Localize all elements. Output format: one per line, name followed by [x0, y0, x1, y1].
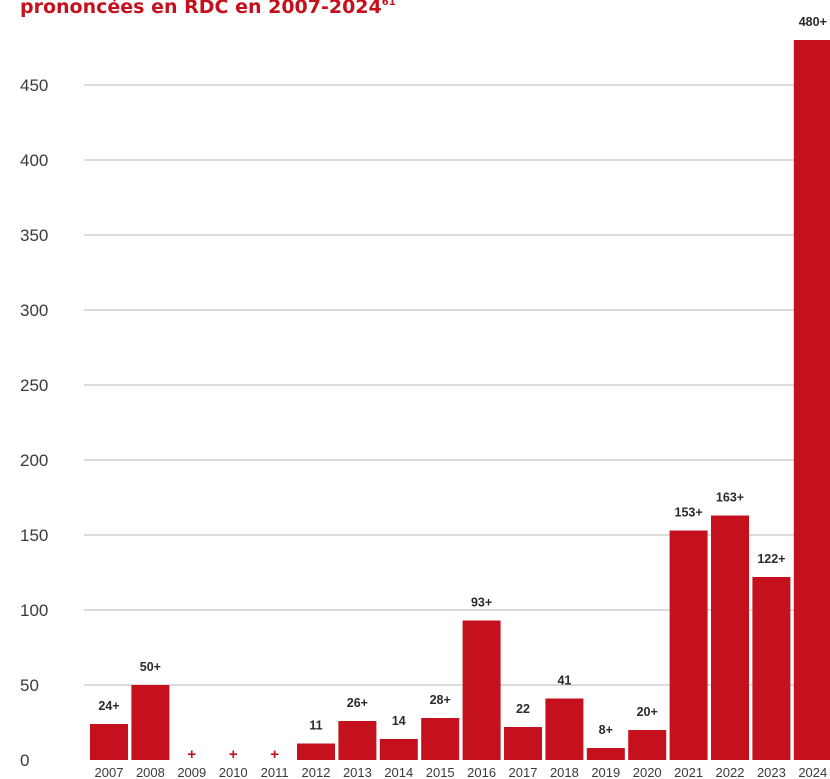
data-label-2016: 93+ — [471, 596, 492, 610]
bars — [90, 40, 830, 760]
bar-2023 — [752, 577, 791, 760]
y-tick-250: 250 — [20, 376, 48, 395]
y-tick-100: 100 — [20, 601, 48, 620]
data-label-2013: 26+ — [347, 696, 368, 710]
y-tick-0: 0 — [20, 751, 29, 770]
y-tick-300: 300 — [20, 301, 48, 320]
x-tick-2021: 2021 — [674, 765, 703, 779]
bar-2024 — [793, 40, 830, 760]
data-label-2022: 163+ — [716, 491, 744, 505]
x-tick-2014: 2014 — [384, 765, 413, 779]
bar-2016 — [462, 620, 501, 760]
bar-2019 — [586, 748, 625, 760]
x-tick-2023: 2023 — [757, 765, 786, 779]
data-label-2017: 22 — [516, 702, 530, 716]
data-label-2010: + — [229, 746, 238, 763]
data-label-2008: 50+ — [140, 660, 161, 674]
gridlines — [84, 84, 830, 686]
x-tick-2017: 2017 — [509, 765, 538, 779]
x-tick-2018: 2018 — [550, 765, 579, 779]
y-tick-450: 450 — [20, 76, 48, 95]
bar-2021 — [669, 530, 708, 760]
x-tick-2024: 2024 — [798, 765, 827, 779]
x-tick-2013: 2013 — [343, 765, 372, 779]
data-label-2019: 8+ — [599, 723, 613, 737]
x-tick-2007: 2007 — [95, 765, 124, 779]
data-label-2021: 153+ — [675, 506, 703, 520]
y-tick-400: 400 — [20, 151, 48, 170]
x-axis-ticks: 2007 2008 2009 2010 2011 2012 2013 2014 2015 2016… — [95, 765, 828, 779]
bar-2020 — [628, 730, 667, 760]
x-tick-2010: 2010 — [219, 765, 248, 779]
data-label-2024: 480+ — [799, 15, 827, 29]
data-label-2018: 41 — [557, 674, 571, 688]
bar-2015 — [421, 718, 460, 760]
title-footnote: 61 — [381, 0, 396, 8]
y-tick-150: 150 — [20, 526, 48, 545]
y-tick-50: 50 — [20, 676, 39, 695]
x-tick-2009: 2009 — [177, 765, 206, 779]
x-tick-2016: 2016 — [467, 765, 496, 779]
data-label-2009: + — [187, 746, 196, 763]
bar-2007 — [90, 724, 128, 760]
x-tick-2008: 2008 — [136, 765, 165, 779]
chart-title: prononcées en RDC en 2007-202461 — [20, 0, 396, 18]
x-tick-2011: 2011 — [261, 765, 289, 779]
bar-2022 — [711, 515, 749, 760]
data-label-2011: + — [270, 746, 279, 763]
data-labels: 24+ 50+ + + +11 26+ 14 28+ 93+ 22 41 8+ 20+ 153+ 163+ 1… — [98, 15, 826, 763]
bar-2014 — [379, 739, 418, 760]
data-label-2012: 11 — [309, 719, 322, 733]
y-axis-ticks: 0 50 100 150 200 250 300 350 400 450 — [20, 76, 48, 770]
bar-2008 — [131, 685, 170, 760]
data-label-2020: 20+ — [637, 705, 658, 719]
data-label-2015: 28+ — [430, 693, 451, 707]
bar-2017 — [504, 727, 542, 760]
y-tick-350: 350 — [20, 226, 48, 245]
data-label-2014: 14 — [392, 714, 406, 728]
x-tick-2015: 2015 — [426, 765, 455, 779]
bar-2013 — [338, 721, 377, 760]
bar-2018 — [545, 698, 584, 760]
bar-2012 — [297, 743, 335, 760]
chart-title-text: prononcées en RDC en 2007-2024 — [20, 0, 382, 18]
y-tick-200: 200 — [20, 451, 48, 470]
data-label-2023: 122+ — [757, 552, 785, 566]
x-tick-2019: 2019 — [591, 765, 620, 779]
x-tick-2022: 2022 — [716, 765, 745, 779]
data-label-2007: 24+ — [98, 699, 119, 713]
x-tick-2020: 2020 — [633, 765, 662, 779]
x-tick-2012: 2012 — [302, 765, 331, 779]
